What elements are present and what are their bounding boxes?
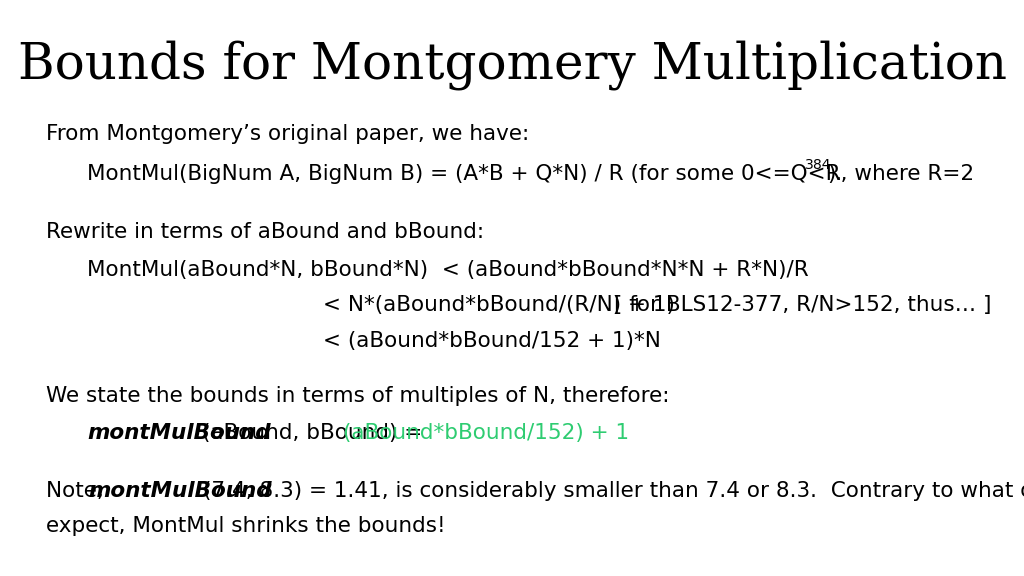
Text: < N*(aBound*bBound/(R/N) + 1): < N*(aBound*bBound/(R/N) + 1) — [323, 295, 675, 316]
Text: (7.4, 8.3) = 1.41, is considerably smaller than 7.4 or 8.3.  Contrary to what on: (7.4, 8.3) = 1.41, is considerably small… — [203, 481, 1024, 501]
Text: From Montgomery’s original paper, we have:: From Montgomery’s original paper, we hav… — [46, 124, 529, 144]
Text: ).: ). — [827, 164, 843, 184]
Text: montMulBound: montMulBound — [87, 423, 270, 444]
Text: MontMul(aBound*N, bBound*N)  < (aBound*bBound*N*N + R*N)/R: MontMul(aBound*N, bBound*N) < (aBound*bB… — [87, 260, 809, 281]
Text: montMulBound: montMulBound — [88, 481, 271, 501]
Text: (aBound*bBound/152) + 1: (aBound*bBound/152) + 1 — [343, 423, 629, 444]
Text: Rewrite in terms of aBound and bBound:: Rewrite in terms of aBound and bBound: — [46, 222, 484, 242]
Text: We state the bounds in terms of multiples of N, therefore:: We state the bounds in terms of multiple… — [46, 386, 670, 406]
Text: < (aBound*bBound/152 + 1)*N: < (aBound*bBound/152 + 1)*N — [323, 331, 660, 351]
Text: (aBound, bBound) =: (aBound, bBound) = — [202, 423, 429, 444]
Text: Note,: Note, — [46, 481, 111, 501]
Text: expect, MontMul shrinks the bounds!: expect, MontMul shrinks the bounds! — [46, 516, 445, 536]
Text: MontMul(BigNum A, BigNum B) = (A*B + Q*N) / R (for some 0<=Q<R, where R=2: MontMul(BigNum A, BigNum B) = (A*B + Q*N… — [87, 164, 974, 184]
Text: Bounds for Montgomery Multiplication: Bounds for Montgomery Multiplication — [17, 40, 1007, 90]
Text: 384: 384 — [805, 158, 831, 172]
Text: [ for BLS12-377, R/N>152, thus… ]: [ for BLS12-377, R/N>152, thus… ] — [614, 295, 992, 316]
